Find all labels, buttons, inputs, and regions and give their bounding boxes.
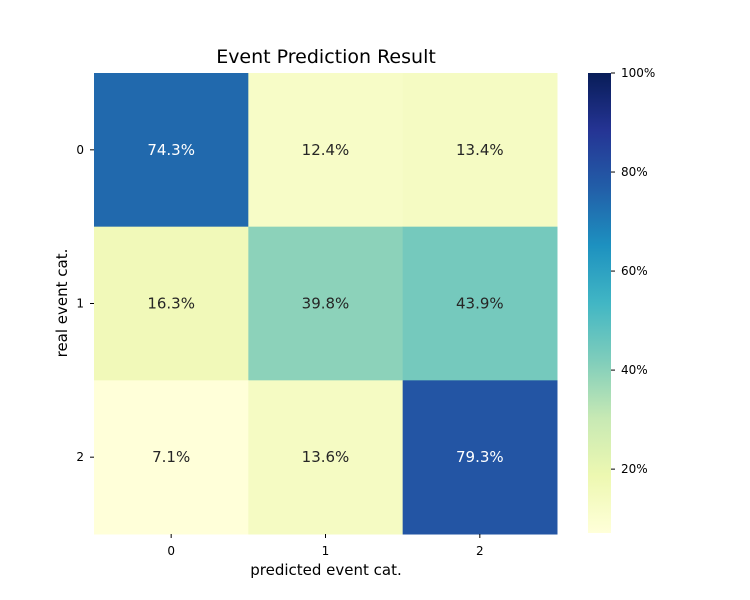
heatmap-cells: [94, 73, 558, 535]
cell-value-label: 16.3%: [147, 295, 195, 313]
y-tick-label: 2: [76, 450, 84, 464]
colorbar-tick-label: 80%: [621, 165, 648, 179]
y-axis-ticks: 0 1 2: [76, 143, 94, 464]
chart-title: Event Prediction Result: [216, 46, 436, 68]
cell-value-label: 7.1%: [152, 448, 190, 466]
colorbar-tick-label: 40%: [621, 363, 648, 377]
cell-value-label: 13.6%: [302, 448, 350, 466]
x-tick-label: 2: [476, 544, 484, 558]
colorbar-ticks: 100% 80% 60% 40% 20%: [611, 66, 655, 476]
cell-value-label: 39.8%: [302, 295, 350, 313]
cell-value-label: 43.9%: [456, 295, 504, 313]
cell-value-label: 79.3%: [456, 448, 504, 466]
x-tick-label: 0: [167, 544, 175, 558]
cell-value-label: 13.4%: [456, 141, 504, 159]
cell-value-label: 12.4%: [302, 141, 350, 159]
heatmap-cell-r1-c1: [248, 226, 404, 381]
x-axis-ticks: 0 1 2: [167, 534, 484, 558]
heatmap-cell-r2-c0: [94, 380, 249, 535]
heatmap-cell-r2-c1: [248, 380, 404, 535]
y-tick-label: 1: [76, 297, 84, 311]
x-tick-label: 1: [322, 544, 330, 558]
colorbar-tick-label: 100%: [621, 66, 655, 80]
colorbar-tick-label: 20%: [621, 462, 648, 476]
colorbar: [588, 73, 611, 533]
heatmap-cell-r0-c0: [94, 73, 249, 228]
heatmap-cell-labels: 74.3% 12.4% 13.4% 16.3% 39.8% 43.9% 7.1% 13.6% 7…: [147, 141, 503, 466]
heatmap-cell-r0-c1: [248, 73, 404, 228]
x-axis-label: predicted event cat.: [250, 561, 402, 579]
heatmap-cell-r2-c2: [402, 380, 558, 535]
heatmap-cell-r0-c2: [402, 73, 558, 228]
y-tick-label: 0: [76, 143, 84, 157]
heatmap-cell-r1-c0: [94, 226, 249, 381]
colorbar-tick-label: 60%: [621, 264, 648, 278]
heatmap-cell-r1-c2: [402, 226, 558, 381]
cell-value-label: 74.3%: [147, 141, 195, 159]
y-axis-label: real event cat.: [53, 249, 71, 358]
